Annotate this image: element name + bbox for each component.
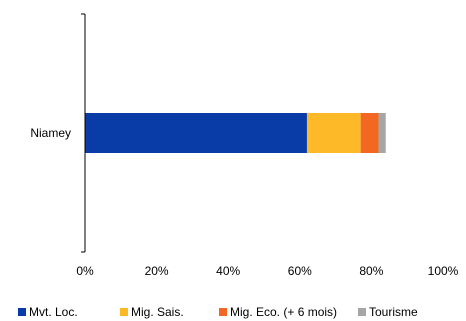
legend-label: Tourisme — [369, 305, 418, 319]
category-labels: Niamey — [30, 126, 71, 140]
legend: Mvt. Loc. Mig. Sais. Mig. Eco. (+ 6 mois) T… — [18, 305, 466, 321]
legend-label: Mvt. Loc. — [29, 305, 78, 319]
category-label: Niamey — [30, 126, 71, 140]
x-tick-label: 20% — [145, 264, 169, 278]
x-tick-label: 0% — [76, 264, 94, 278]
x-tick-label: 80% — [359, 264, 383, 278]
bar-segment — [360, 113, 379, 153]
x-tick-label: 60% — [288, 264, 312, 278]
legend-swatch — [120, 308, 128, 316]
legend-swatch — [358, 308, 366, 316]
legend-label: Mig. Sais. — [131, 305, 184, 319]
x-tick-label: 100% — [428, 264, 459, 278]
bar-segment — [378, 113, 386, 153]
legend-swatch — [219, 308, 227, 316]
bar-group — [85, 113, 386, 153]
y-axis-ticks — [81, 13, 85, 253]
legend-item: Tourisme — [358, 305, 418, 319]
legend-swatch — [18, 308, 26, 316]
x-tick-label: 40% — [216, 264, 240, 278]
x-axis-tick-labels: 0% 20% 40% 60% 80% 100% — [76, 264, 458, 278]
legend-item: Mig. Sais. — [120, 305, 184, 319]
legend-item: Mvt. Loc. — [18, 305, 78, 319]
bar-segment — [306, 113, 361, 153]
bar-segment — [85, 113, 307, 153]
legend-label: Mig. Eco. (+ 6 mois) — [230, 305, 338, 319]
legend-item: Mig. Eco. (+ 6 mois) — [219, 305, 337, 319]
